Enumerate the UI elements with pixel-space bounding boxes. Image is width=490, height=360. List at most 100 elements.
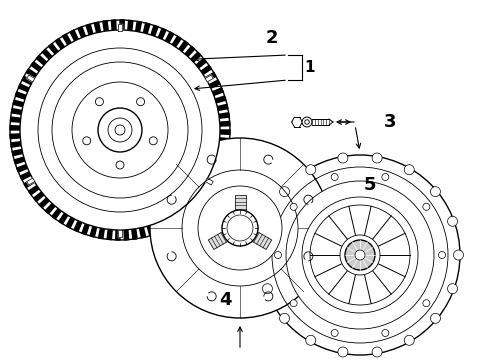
Circle shape [306,335,316,345]
Circle shape [256,250,267,260]
Circle shape [430,313,441,323]
Circle shape [305,120,309,124]
Polygon shape [107,229,112,240]
Polygon shape [63,34,71,45]
Polygon shape [188,201,198,211]
Polygon shape [34,192,44,202]
Polygon shape [205,75,213,82]
Circle shape [279,187,290,197]
Circle shape [338,347,348,357]
Polygon shape [162,219,170,230]
Polygon shape [220,138,230,143]
Circle shape [20,30,220,230]
Circle shape [108,118,132,142]
Circle shape [198,186,282,270]
Polygon shape [179,41,188,51]
Polygon shape [128,20,133,31]
Circle shape [96,98,103,106]
Polygon shape [203,182,214,191]
Circle shape [222,210,258,246]
Polygon shape [13,100,24,107]
Circle shape [355,250,365,260]
Polygon shape [182,206,192,216]
Polygon shape [191,52,201,62]
Polygon shape [55,39,65,49]
Polygon shape [218,146,229,152]
Polygon shape [15,92,26,99]
Circle shape [260,155,460,355]
Polygon shape [46,203,55,213]
Polygon shape [116,230,120,240]
Polygon shape [90,226,97,237]
Circle shape [447,216,458,226]
Circle shape [83,137,91,145]
Circle shape [423,300,430,307]
Polygon shape [10,117,21,122]
Circle shape [345,240,375,270]
Circle shape [98,108,142,152]
Polygon shape [220,130,230,134]
Circle shape [115,125,125,135]
Circle shape [302,117,312,127]
Circle shape [137,98,145,106]
Circle shape [404,335,414,345]
Polygon shape [12,149,23,156]
Polygon shape [158,28,166,39]
Polygon shape [18,84,29,92]
Text: 1: 1 [305,60,315,76]
Text: 5: 5 [364,176,376,194]
Polygon shape [196,59,206,68]
Circle shape [382,329,389,337]
Circle shape [338,153,348,163]
Polygon shape [10,126,20,130]
Circle shape [306,165,316,175]
Circle shape [447,284,458,294]
Polygon shape [205,178,213,185]
Polygon shape [10,134,20,139]
Circle shape [372,347,382,357]
Polygon shape [205,72,216,81]
Circle shape [149,137,157,145]
Polygon shape [14,157,25,164]
Circle shape [263,216,272,226]
Polygon shape [52,208,61,219]
Circle shape [404,165,414,175]
Polygon shape [22,76,33,85]
Polygon shape [194,195,204,205]
Polygon shape [250,231,271,249]
Circle shape [279,313,290,323]
Circle shape [150,138,330,318]
Polygon shape [86,24,93,35]
Circle shape [382,174,389,180]
Polygon shape [220,121,230,126]
Polygon shape [94,22,100,33]
Polygon shape [11,109,22,114]
Polygon shape [36,55,47,65]
Circle shape [10,20,230,240]
Polygon shape [39,198,49,208]
Circle shape [274,252,281,258]
Polygon shape [118,230,122,237]
Polygon shape [70,30,78,41]
Polygon shape [66,217,74,228]
Polygon shape [11,142,21,147]
Polygon shape [42,49,52,59]
Text: 4: 4 [219,291,231,309]
Polygon shape [147,225,154,236]
Polygon shape [211,168,221,176]
Polygon shape [26,69,37,78]
Polygon shape [207,175,218,184]
Polygon shape [172,36,181,47]
Polygon shape [136,21,142,32]
Polygon shape [166,32,174,43]
Polygon shape [208,231,229,249]
Circle shape [340,235,380,275]
Polygon shape [103,21,108,31]
Polygon shape [198,189,209,198]
Polygon shape [132,229,137,239]
Polygon shape [49,44,58,54]
Polygon shape [209,80,220,88]
Circle shape [290,300,297,307]
Circle shape [286,181,434,329]
Polygon shape [17,165,27,172]
